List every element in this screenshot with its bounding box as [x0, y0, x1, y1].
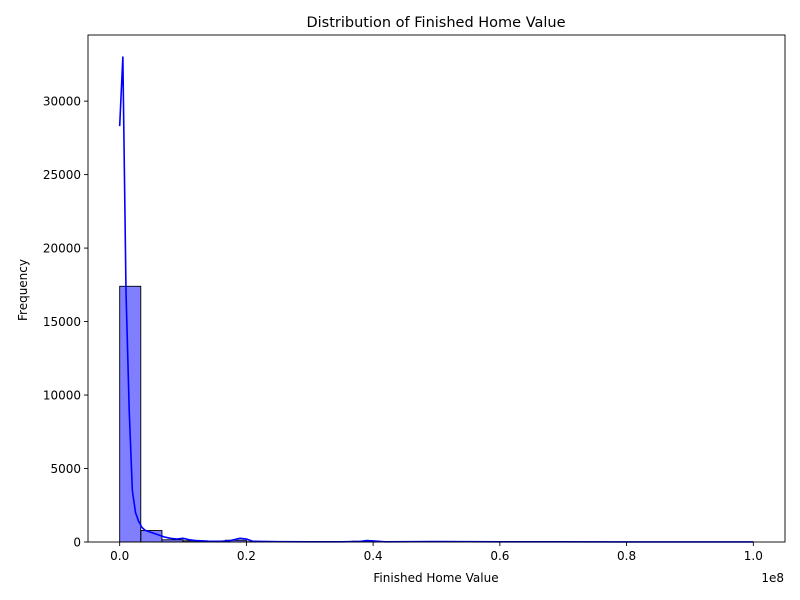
y-tick-label: 15000 — [43, 315, 81, 329]
y-tick-label: 10000 — [43, 389, 81, 403]
histogram-bar — [119, 285, 142, 543]
x-tick-label: 0.4 — [364, 549, 383, 563]
x-axis-label: Finished Home Value — [373, 571, 498, 585]
x-axis-offset-label: 1e8 — [761, 571, 784, 585]
plot-area: 0.0 0.2 0.4 0.6 0.8 1.0 0 5000 10000 15000 20000 25… — [43, 34, 786, 563]
y-tick-label: 5000 — [50, 462, 81, 476]
y-tick-label: 30000 — [43, 95, 81, 109]
y-tick-label: 20000 — [43, 242, 81, 256]
kde-curve — [118, 56, 754, 543]
x-tick-label: 0.8 — [617, 549, 636, 563]
plot-frame — [87, 34, 786, 543]
x-tick-label: 0.2 — [237, 549, 256, 563]
x-tick-label: 1.0 — [744, 549, 763, 563]
y-tick-label: 25000 — [43, 168, 81, 182]
y-tick-label: 0 — [73, 536, 81, 550]
y-axis-label: Frequency — [16, 259, 30, 321]
x-tick-label: 0.0 — [110, 549, 129, 563]
x-tick-label: 0.6 — [490, 549, 509, 563]
chart-title: Distribution of Finished Home Value — [306, 15, 565, 31]
